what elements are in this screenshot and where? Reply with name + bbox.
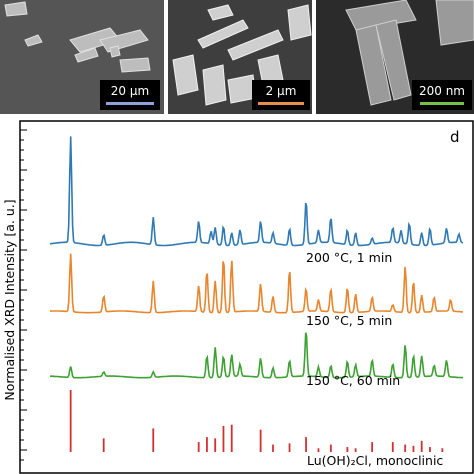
- series-group: [49, 136, 464, 379]
- sem-panel-1: 20 μm: [0, 0, 164, 114]
- series-label-150c-60min: 150 °C, 60 min: [306, 373, 400, 388]
- panel-label: d: [450, 128, 460, 146]
- series-label-150c-5min: 150 °C, 5 min: [306, 313, 392, 328]
- sem-panel-2: 2 μm: [168, 0, 312, 114]
- series-line-0: [49, 136, 464, 247]
- scalebar-line-1: [106, 102, 154, 105]
- scalebar-box-2: [252, 80, 310, 110]
- scalebar-box-3: [412, 80, 472, 110]
- scalebar-line-3: [420, 102, 464, 105]
- series-label-200c-1min: 200 °C, 1 min: [306, 250, 392, 265]
- scalebar-box-1: [100, 80, 160, 110]
- left-axis-ticks: [20, 129, 27, 461]
- series-line-1: [50, 253, 464, 314]
- y-axis-label: Normalised XRD Intensity [a. u.]: [2, 199, 17, 400]
- series-line-2: [49, 332, 464, 379]
- plot-frame: [19, 120, 474, 474]
- scalebar-label-1: 20 μm: [110, 84, 150, 98]
- scalebar-line-2: [258, 102, 304, 105]
- scalebar-label-2: 2 μm: [265, 84, 297, 98]
- sem-panel-3: 200 nm: [316, 0, 474, 114]
- scalebar-label-3: 200 nm: [418, 84, 465, 98]
- reference-sticks: [69, 390, 444, 452]
- reference-label: Lu(OH)₂Cl, monoclinic: [307, 453, 443, 468]
